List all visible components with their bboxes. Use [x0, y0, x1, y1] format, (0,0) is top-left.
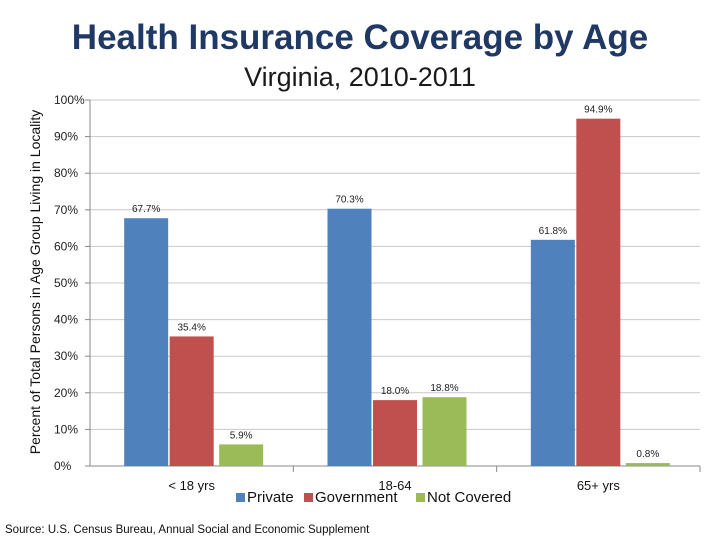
- x-tick-label: 18-64: [378, 478, 411, 493]
- data-label: 67.7%: [132, 204, 160, 215]
- bars: [124, 118, 670, 466]
- chart-title: Health Insurance Coverage by Age: [71, 18, 649, 57]
- data-label: 61.8%: [539, 226, 567, 237]
- y-tick-label: 100%: [54, 93, 85, 107]
- data-label: 70.3%: [335, 195, 363, 206]
- bar-not-covered: [219, 444, 264, 466]
- bar-government: [169, 336, 214, 466]
- y-tick-label: 0%: [54, 459, 72, 473]
- bar-private: [327, 208, 372, 466]
- data-label: 5.9%: [230, 430, 253, 441]
- y-tick-label: 40%: [54, 313, 78, 327]
- legend-swatch: [416, 493, 425, 502]
- x-tick-label: 65+ yrs: [577, 478, 620, 493]
- data-labels: 67.7% 35.4% 5.9% 70.3% 18.0% 18.8% 61.8% 94.9% 0…: [132, 105, 659, 460]
- legend-label: Not Covered: [427, 489, 511, 506]
- y-tick-label: 50%: [54, 276, 78, 290]
- bar-not-covered: [422, 397, 467, 466]
- chart-subtitle: Virginia, 2010-2011: [244, 62, 476, 92]
- legend-swatch: [304, 493, 313, 502]
- y-tick-label: 30%: [54, 349, 78, 363]
- bar-private: [530, 239, 575, 466]
- data-label: 18.8%: [430, 383, 458, 394]
- data-label: 94.9%: [584, 105, 612, 116]
- bar-government: [373, 400, 417, 466]
- x-tick-label: < 18 yrs: [168, 478, 215, 493]
- bar-not-covered: [625, 463, 670, 466]
- bar-government: [576, 118, 621, 466]
- legend-swatch: [236, 493, 245, 502]
- y-tick-label: 80%: [54, 166, 78, 180]
- y-tick-label: 90%: [54, 130, 78, 144]
- data-label: 35.4%: [177, 322, 205, 333]
- legend: Private Government Not Covered: [236, 489, 511, 506]
- bar-chart: 0% 10% 20% 30% 40% 50% 60% 70% 80% 90% 100% < 18 yr…: [27, 93, 701, 506]
- bar-private: [124, 218, 169, 466]
- legend-label: Government: [315, 489, 398, 506]
- y-tick-label: 20%: [54, 386, 78, 400]
- legend-label: Private: [247, 489, 294, 506]
- y-tick-label: 60%: [54, 239, 78, 253]
- y-tick-label: 10%: [54, 422, 78, 436]
- data-label: 0.8%: [636, 449, 659, 460]
- y-tick-label: 70%: [54, 203, 78, 217]
- data-label: 18.0%: [381, 386, 409, 397]
- y-axis-label: Percent of Total Persons in Age Group Li…: [27, 110, 43, 455]
- source-note: Source: U.S. Census Bureau, Annual Socia…: [5, 524, 370, 536]
